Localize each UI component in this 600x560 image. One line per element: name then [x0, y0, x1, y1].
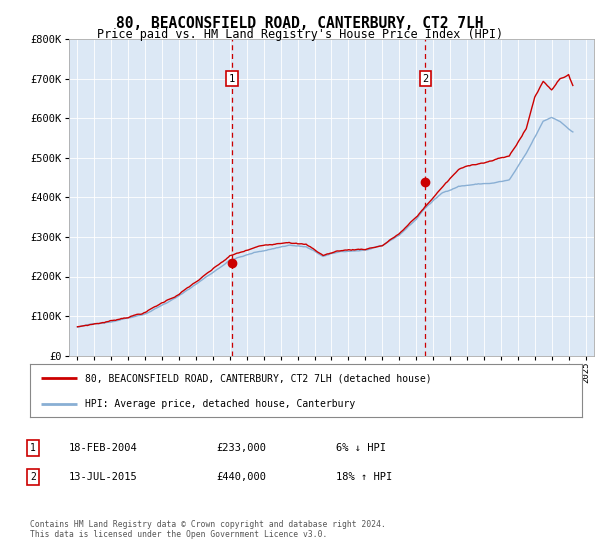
Text: 18% ↑ HPI: 18% ↑ HPI: [336, 472, 392, 482]
Text: 1: 1: [30, 443, 36, 453]
Text: 80, BEACONSFIELD ROAD, CANTERBURY, CT2 7LH: 80, BEACONSFIELD ROAD, CANTERBURY, CT2 7…: [116, 16, 484, 31]
Text: HPI: Average price, detached house, Canterbury: HPI: Average price, detached house, Cant…: [85, 399, 355, 409]
Text: Contains HM Land Registry data © Crown copyright and database right 2024.
This d: Contains HM Land Registry data © Crown c…: [30, 520, 386, 539]
Text: £440,000: £440,000: [216, 472, 266, 482]
Text: £233,000: £233,000: [216, 443, 266, 453]
Text: 13-JUL-2015: 13-JUL-2015: [69, 472, 138, 482]
Text: 80, BEACONSFIELD ROAD, CANTERBURY, CT2 7LH (detached house): 80, BEACONSFIELD ROAD, CANTERBURY, CT2 7…: [85, 374, 432, 384]
Text: 2: 2: [30, 472, 36, 482]
Text: Price paid vs. HM Land Registry's House Price Index (HPI): Price paid vs. HM Land Registry's House …: [97, 28, 503, 41]
Text: 18-FEB-2004: 18-FEB-2004: [69, 443, 138, 453]
Text: 6% ↓ HPI: 6% ↓ HPI: [336, 443, 386, 453]
Text: 1: 1: [229, 74, 235, 84]
Text: 2: 2: [422, 74, 428, 84]
